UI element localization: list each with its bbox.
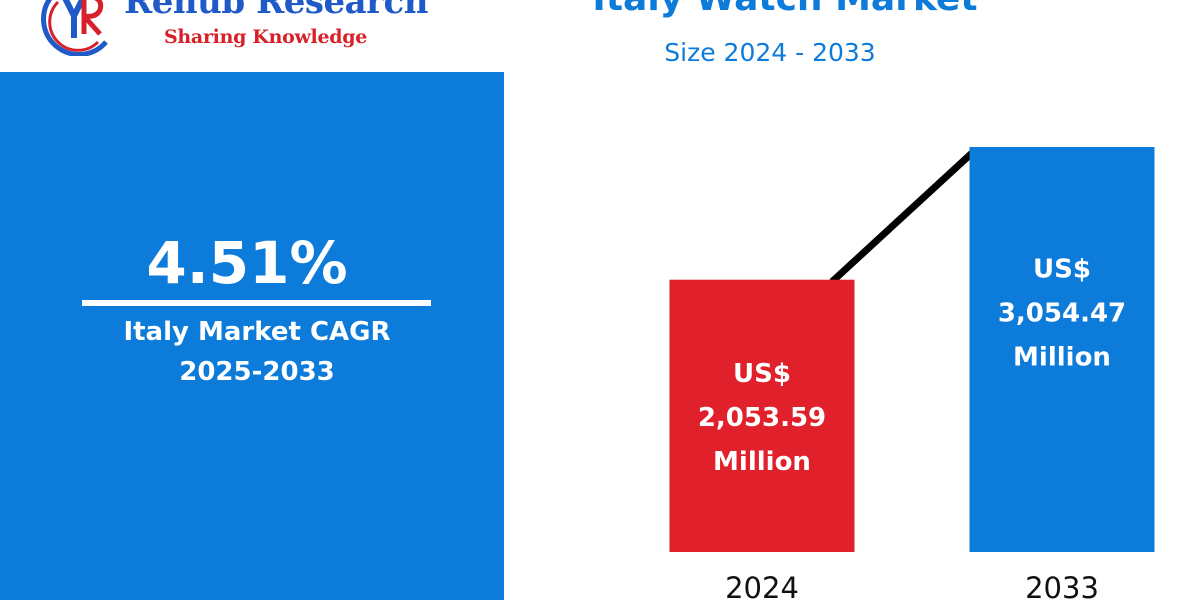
cagr-label-line2: 2025-2033	[179, 357, 335, 387]
bar-2033	[969, 147, 1155, 552]
trend-line	[829, 150, 975, 285]
data-label-2024-line2: 2,053.59	[698, 403, 826, 433]
logo-name: Renub Research	[124, 0, 428, 22]
data-label-2033-line2: 3,054.47	[998, 299, 1126, 329]
chart-title: Italy Watch Market	[540, 0, 1030, 19]
cagr-divider	[82, 300, 431, 306]
logo-tagline: Sharing Knowledge	[164, 26, 368, 48]
data-label-2024-line1: US$	[733, 359, 791, 389]
logo-rr-icon	[41, 0, 108, 56]
renub-research-logo: Renub Research Sharing Knowledge	[40, 0, 428, 58]
data-label-2033-line1: US$	[1033, 255, 1091, 285]
cagr-panel: 4.51% Italy Market CAGR 2025-2033	[0, 72, 504, 600]
cagr-label: Italy Market CAGR 2025-2033	[0, 312, 514, 392]
bar-2024	[669, 279, 855, 552]
data-label-2024-line3: Million	[713, 447, 811, 477]
cagr-label-line1: Italy Market CAGR	[123, 317, 391, 347]
chart-subtitle: Size 2024 - 2033	[664, 38, 876, 67]
cagr-value: 4.51%	[146, 229, 348, 297]
tick-label-2024: 2024	[725, 571, 799, 600]
data-label-2033-line3: Million	[1013, 343, 1111, 373]
tick-label-2033: 2033	[1025, 571, 1099, 600]
